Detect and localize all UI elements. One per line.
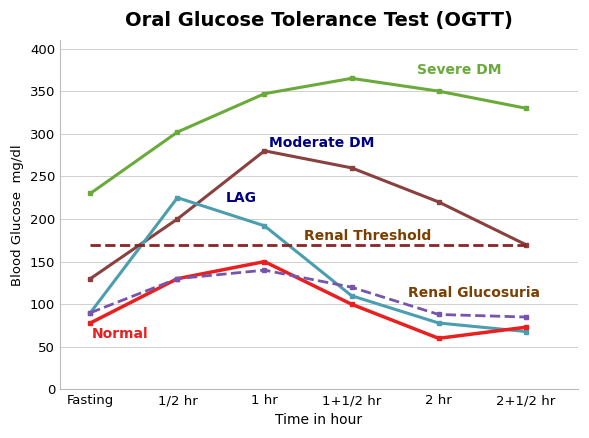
Text: Renal Threshold: Renal Threshold bbox=[304, 230, 431, 243]
Text: Normal: Normal bbox=[92, 327, 149, 341]
Text: Moderate DM: Moderate DM bbox=[269, 135, 374, 149]
Text: LAG: LAG bbox=[226, 191, 256, 205]
Title: Oral Glucose Tolerance Test (OGTT): Oral Glucose Tolerance Test (OGTT) bbox=[125, 11, 513, 30]
X-axis label: Time in hour: Time in hour bbox=[275, 413, 362, 427]
Text: Severe DM: Severe DM bbox=[417, 63, 501, 77]
Text: Renal Glucosuria: Renal Glucosuria bbox=[408, 286, 540, 300]
Y-axis label: Blood Glucose  mg/dl: Blood Glucose mg/dl bbox=[11, 144, 24, 286]
